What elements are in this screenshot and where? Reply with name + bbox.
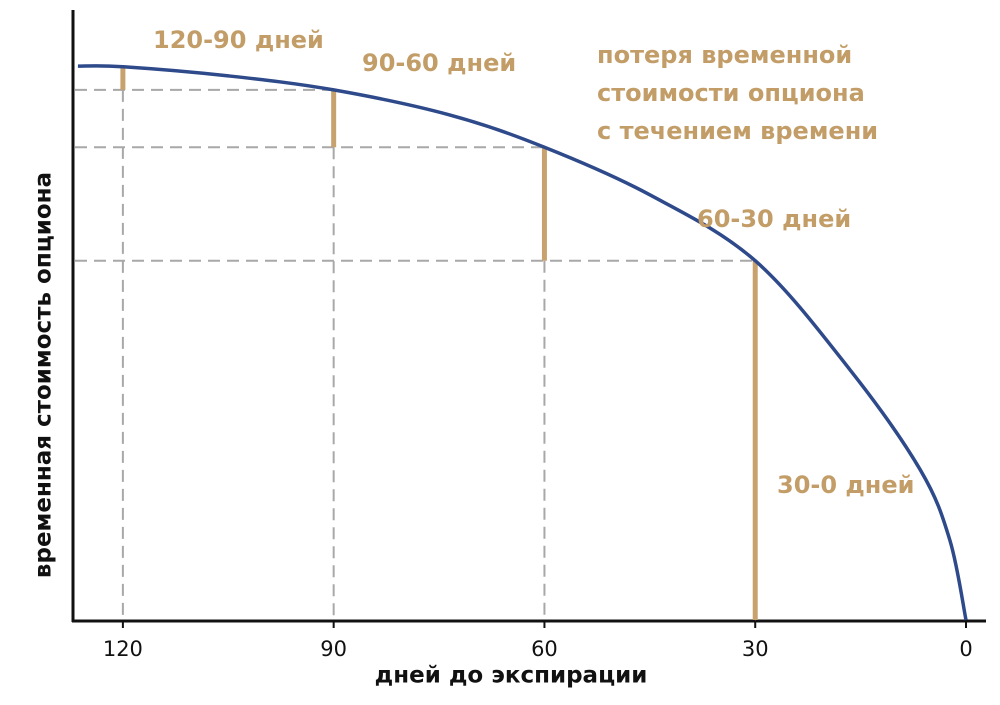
annotation: 120-90 дней	[153, 26, 324, 54]
x-tick-label: 30	[742, 637, 769, 661]
annotation: 90-60 дней	[362, 49, 516, 77]
note-line: с течением времени	[597, 117, 878, 145]
annotation: 60-30 дней	[697, 205, 851, 233]
y-axis-label: временная стоимость опциона	[31, 172, 57, 578]
x-tick-label: 120	[103, 637, 143, 661]
curve	[77, 64, 968, 621]
x-axis-label: дней до экспирации	[375, 663, 648, 689]
x-tick-label: 90	[320, 637, 347, 661]
x-tick-label: 60	[531, 637, 558, 661]
note-line: стоимости опциона	[597, 79, 865, 107]
note-line: потеря временной	[597, 41, 852, 69]
annotation: 30-0 дней	[777, 471, 914, 499]
x-tick-label: 0	[959, 637, 972, 661]
